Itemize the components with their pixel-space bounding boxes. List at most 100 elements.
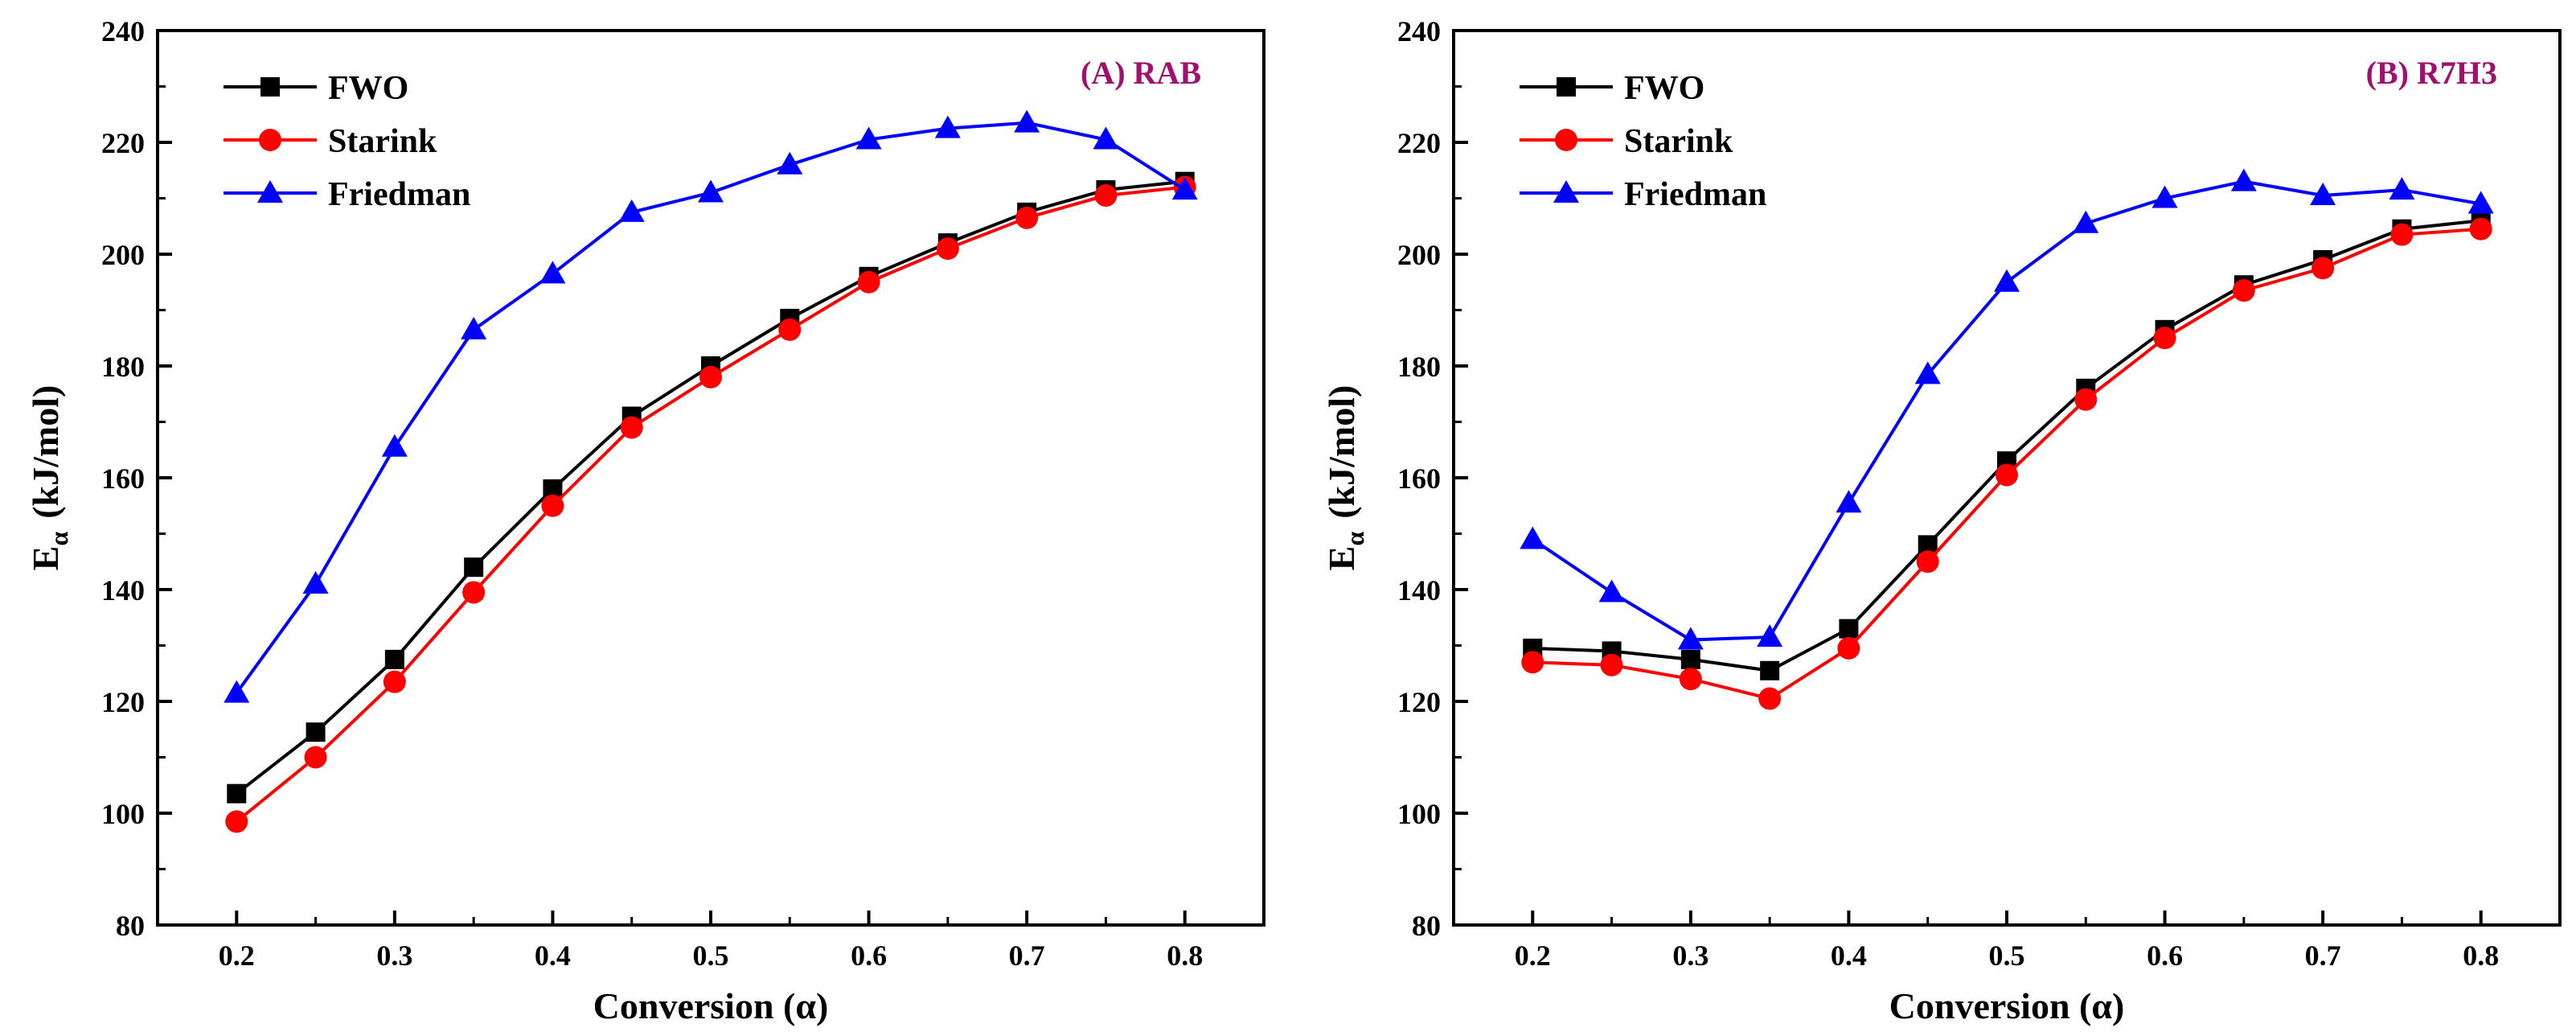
data-point-starink <box>1758 687 1782 710</box>
data-point-friedman <box>381 434 408 457</box>
x-axis-title: Conversion (α) <box>593 985 829 1026</box>
data-point-starink <box>699 365 722 388</box>
y-tick-label: 80 <box>1412 910 1441 942</box>
data-point-starink <box>304 746 327 769</box>
x-tick-label: 0.8 <box>1167 939 1203 972</box>
y-tick-label: 200 <box>1397 239 1441 271</box>
data-point-starink <box>1094 184 1118 208</box>
x-tick-label: 0.8 <box>2463 939 2499 972</box>
legend-label-fwo: FWO <box>1624 70 1704 107</box>
y-axis-title-units: (kJ/mol) <box>1321 385 1362 519</box>
data-point-fwo <box>306 722 326 742</box>
data-point-starink <box>1600 653 1623 676</box>
data-point-friedman <box>1520 526 1546 549</box>
data-point-starink <box>1837 636 1860 660</box>
y-tick-label: 140 <box>101 574 145 606</box>
data-point-friedman <box>2310 183 2336 206</box>
data-point-starink <box>225 810 248 833</box>
data-point-starink <box>1679 668 1702 691</box>
y-tick-label: 80 <box>116 910 145 942</box>
series-starink <box>1521 217 2492 710</box>
legend-label-friedman: Friedman <box>328 176 470 213</box>
legend: FWO Starink Friedman <box>1520 70 1766 213</box>
y-tick-label: 100 <box>101 798 145 830</box>
data-point-starink <box>857 270 880 294</box>
data-point-friedman <box>1014 109 1040 133</box>
data-point-friedman <box>539 261 566 284</box>
data-point-friedman <box>461 316 487 339</box>
data-point-starink <box>2311 257 2335 280</box>
data-point-fwo <box>1680 649 1700 669</box>
data-point-friedman <box>855 126 882 150</box>
series-line-friedman <box>1532 179 2482 642</box>
series-line-fwo <box>236 179 1185 796</box>
data-point-starink <box>936 237 959 261</box>
data-point-starink <box>462 581 486 604</box>
x-tick-label: 0.7 <box>1009 939 1045 972</box>
x-tick-label: 0.5 <box>693 939 729 972</box>
y-tick-label: 200 <box>101 239 145 271</box>
data-point-starink <box>1015 206 1039 229</box>
y-tick-label: 160 <box>1397 462 1441 495</box>
data-point-starink <box>383 670 406 693</box>
data-point-friedman <box>1994 269 2020 292</box>
data-point-friedman <box>224 680 250 703</box>
panel-title: (B) R7H3 <box>2366 55 2497 91</box>
y-tick-label: 100 <box>1397 798 1441 830</box>
data-point-fwo <box>464 557 484 578</box>
data-point-starink <box>2390 223 2414 246</box>
x-tick-label: 0.6 <box>2147 939 2183 972</box>
data-point-friedman <box>1677 627 1704 650</box>
y-axis-title: Eα (kJ/mol) <box>1321 385 1369 571</box>
legend-label-fwo: FWO <box>328 70 408 107</box>
data-point-starink <box>2232 279 2255 302</box>
data-point-friedman <box>1093 126 1119 150</box>
y-tick-label: 240 <box>1397 15 1441 47</box>
data-point-starink <box>541 494 564 517</box>
legend-marker-friedman <box>1553 180 1579 203</box>
y-tick-label: 220 <box>1397 127 1441 159</box>
data-point-starink <box>620 416 643 439</box>
y-tick-label: 240 <box>101 15 145 47</box>
data-point-starink <box>2074 388 2098 411</box>
data-point-friedman <box>1757 624 1783 648</box>
legend-label-friedman: Friedman <box>1624 176 1766 213</box>
data-point-starink <box>1916 550 1939 574</box>
panel-title: (A) RAB <box>1081 55 1201 91</box>
x-tick-label: 0.3 <box>376 939 412 972</box>
x-axis-title: Conversion (α) <box>1889 985 2125 1026</box>
data-point-starink <box>778 318 802 341</box>
data-point-fwo <box>1760 660 1780 680</box>
x-tick-label: 0.5 <box>1989 939 2025 972</box>
data-point-friedman <box>618 199 645 222</box>
data-point-friedman <box>1914 361 1941 384</box>
chart-panel-b: 80 100 120 140 160 180 200 220 240 0.2 0.3 0.4 0.5 0.… <box>1321 15 2562 1026</box>
legend-marker-fwo <box>1557 77 1576 97</box>
legend-label-starink: Starink <box>1624 123 1733 160</box>
data-point-friedman <box>2467 191 2494 214</box>
data-point-friedman <box>1836 490 1862 513</box>
x-tick-label: 0.7 <box>2305 939 2341 972</box>
series-friedman <box>1520 168 2494 650</box>
data-point-friedman <box>698 179 724 203</box>
data-point-starink <box>1996 463 2018 487</box>
series-starink <box>225 175 1196 833</box>
series-line-starink <box>236 185 1185 823</box>
x-tick-label: 0.4 <box>1831 939 1867 972</box>
y-tick-label: 120 <box>1397 686 1441 718</box>
y-tick-label: 220 <box>101 127 145 159</box>
data-point-friedman <box>302 571 329 594</box>
x-tick-label: 0.2 <box>1515 939 1551 972</box>
legend-label-starink: Starink <box>328 123 437 160</box>
data-point-fwo <box>227 783 247 804</box>
data-point-starink <box>1521 651 1544 674</box>
x-tick-label: 0.2 <box>219 939 255 972</box>
legend-marker-friedman <box>257 180 283 203</box>
data-point-friedman <box>2151 185 2178 208</box>
data-point-friedman <box>2073 210 2099 233</box>
legend-marker-starink <box>1555 129 1577 151</box>
chart-panel-a: 80 100 120 140 160 180 200 220 240 0.2 0.3 0.4 0.5 0.… <box>25 15 1265 1026</box>
data-point-fwo <box>384 649 404 669</box>
legend-marker-fwo <box>260 77 280 97</box>
